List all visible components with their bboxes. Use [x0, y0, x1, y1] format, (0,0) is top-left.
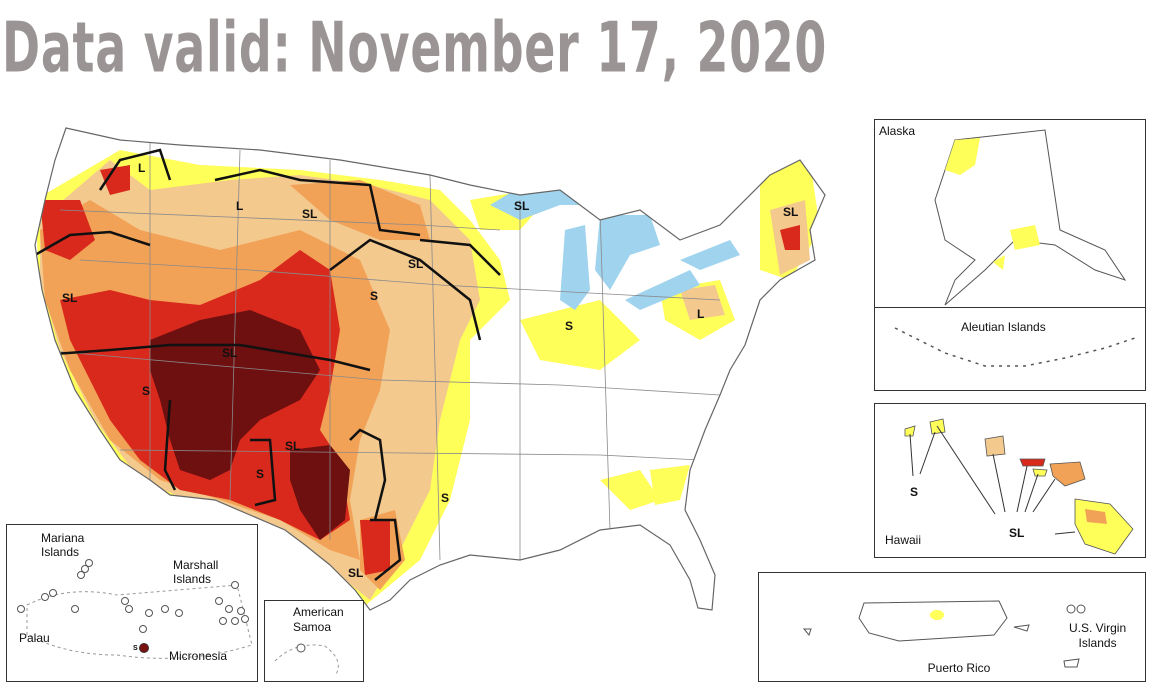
- american-samoa-label: American Samoa: [293, 605, 344, 634]
- micronesia-s-label: S: [133, 645, 138, 652]
- pacific-islands-inset: S Mariana Islands Marshall Islands Palau…: [6, 524, 258, 682]
- page-title: Data valid: November 17, 2020: [2, 6, 828, 89]
- marshall-label: Marshall Islands: [173, 558, 219, 586]
- puerto-rico-shape: [802, 600, 1086, 668]
- virgin-islands-label: U.S. Virgin Islands: [1069, 621, 1127, 650]
- conus-outline: [34, 127, 826, 611]
- label-l-pa: L: [697, 307, 704, 321]
- label-l-id: L: [236, 199, 243, 213]
- impact-boundaries: [35, 148, 501, 581]
- label-sl-me: SL: [783, 205, 798, 219]
- hawaii-s-label: S: [910, 485, 918, 499]
- alaska-inset: Alaska: [874, 119, 1146, 309]
- label-l-nw: L: [138, 161, 145, 175]
- label-sl-tx: SL: [348, 566, 363, 580]
- alaska-shape: [934, 129, 1127, 306]
- hawaii-label: Hawaii: [885, 533, 922, 547]
- label-sl-nm: SL: [285, 439, 300, 453]
- state-borders: [39, 140, 721, 561]
- label-sl-ut: SL: [222, 346, 237, 360]
- hawaii-islands: S SL: [904, 418, 1134, 555]
- american-samoa-inset: American Samoa: [264, 600, 364, 682]
- pacific-islands-shapes: S: [17, 559, 253, 659]
- alaska-label: Alaska: [879, 124, 916, 138]
- label-s-sd: S: [370, 289, 378, 303]
- label-s-il: S: [565, 319, 573, 333]
- label-s-az: S: [256, 467, 264, 481]
- aleutian-label: Aleutian Islands: [961, 320, 1046, 334]
- micronesia-label: Micronesia: [169, 649, 228, 663]
- label-s-nv: S: [142, 384, 150, 398]
- mariana-label: Mariana Islands: [41, 531, 85, 559]
- label-s-tx: S: [441, 491, 449, 505]
- palau-label: Palau: [19, 631, 50, 645]
- label-sl-mn: SL: [408, 257, 423, 271]
- puerto-rico-label: Puerto Rico: [927, 661, 991, 675]
- american-samoa-shape: [274, 643, 339, 677]
- label-sl-or: SL: [62, 291, 77, 305]
- impact-labels: L L SL SL SL S SL S S SL SL S L SL S SL: [62, 161, 798, 580]
- hawaii-sl-label: SL: [1009, 526, 1024, 540]
- aleutian-inset: Aleutian Islands: [874, 307, 1146, 391]
- label-sl-mt: SL: [302, 207, 317, 221]
- puerto-rico-inset: Puerto Rico U.S. Virgin Islands: [758, 572, 1146, 682]
- aleutian-chain: [894, 327, 1136, 367]
- hawaii-inset: S SL Hawaii: [874, 403, 1146, 558]
- label-sl-wi: SL: [514, 199, 529, 213]
